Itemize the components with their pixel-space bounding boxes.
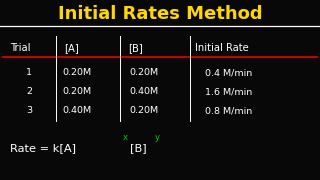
Text: 0.40M: 0.40M xyxy=(129,87,159,96)
Text: Trial: Trial xyxy=(10,43,30,53)
Text: 3: 3 xyxy=(26,106,32,115)
Text: 0.20M: 0.20M xyxy=(129,106,159,115)
Text: 0.20M: 0.20M xyxy=(62,68,92,77)
Text: 0.20M: 0.20M xyxy=(62,87,92,96)
Text: 0.40M: 0.40M xyxy=(62,106,92,115)
Text: [B]: [B] xyxy=(128,43,143,53)
Text: Rate = k[A]: Rate = k[A] xyxy=(10,143,76,153)
Text: 0.8 M/min: 0.8 M/min xyxy=(205,106,252,115)
Text: 2: 2 xyxy=(26,87,32,96)
Text: 1: 1 xyxy=(26,68,32,77)
Text: [A]: [A] xyxy=(64,43,79,53)
Text: 0.20M: 0.20M xyxy=(129,68,159,77)
Text: Initial Rates Method: Initial Rates Method xyxy=(58,5,262,23)
Text: x: x xyxy=(123,133,128,142)
Text: [B]: [B] xyxy=(130,143,146,153)
Text: Initial Rate: Initial Rate xyxy=(195,43,249,53)
Text: 0.4 M/min: 0.4 M/min xyxy=(205,68,252,77)
Text: 1.6 M/min: 1.6 M/min xyxy=(205,87,252,96)
Text: y: y xyxy=(155,133,160,142)
